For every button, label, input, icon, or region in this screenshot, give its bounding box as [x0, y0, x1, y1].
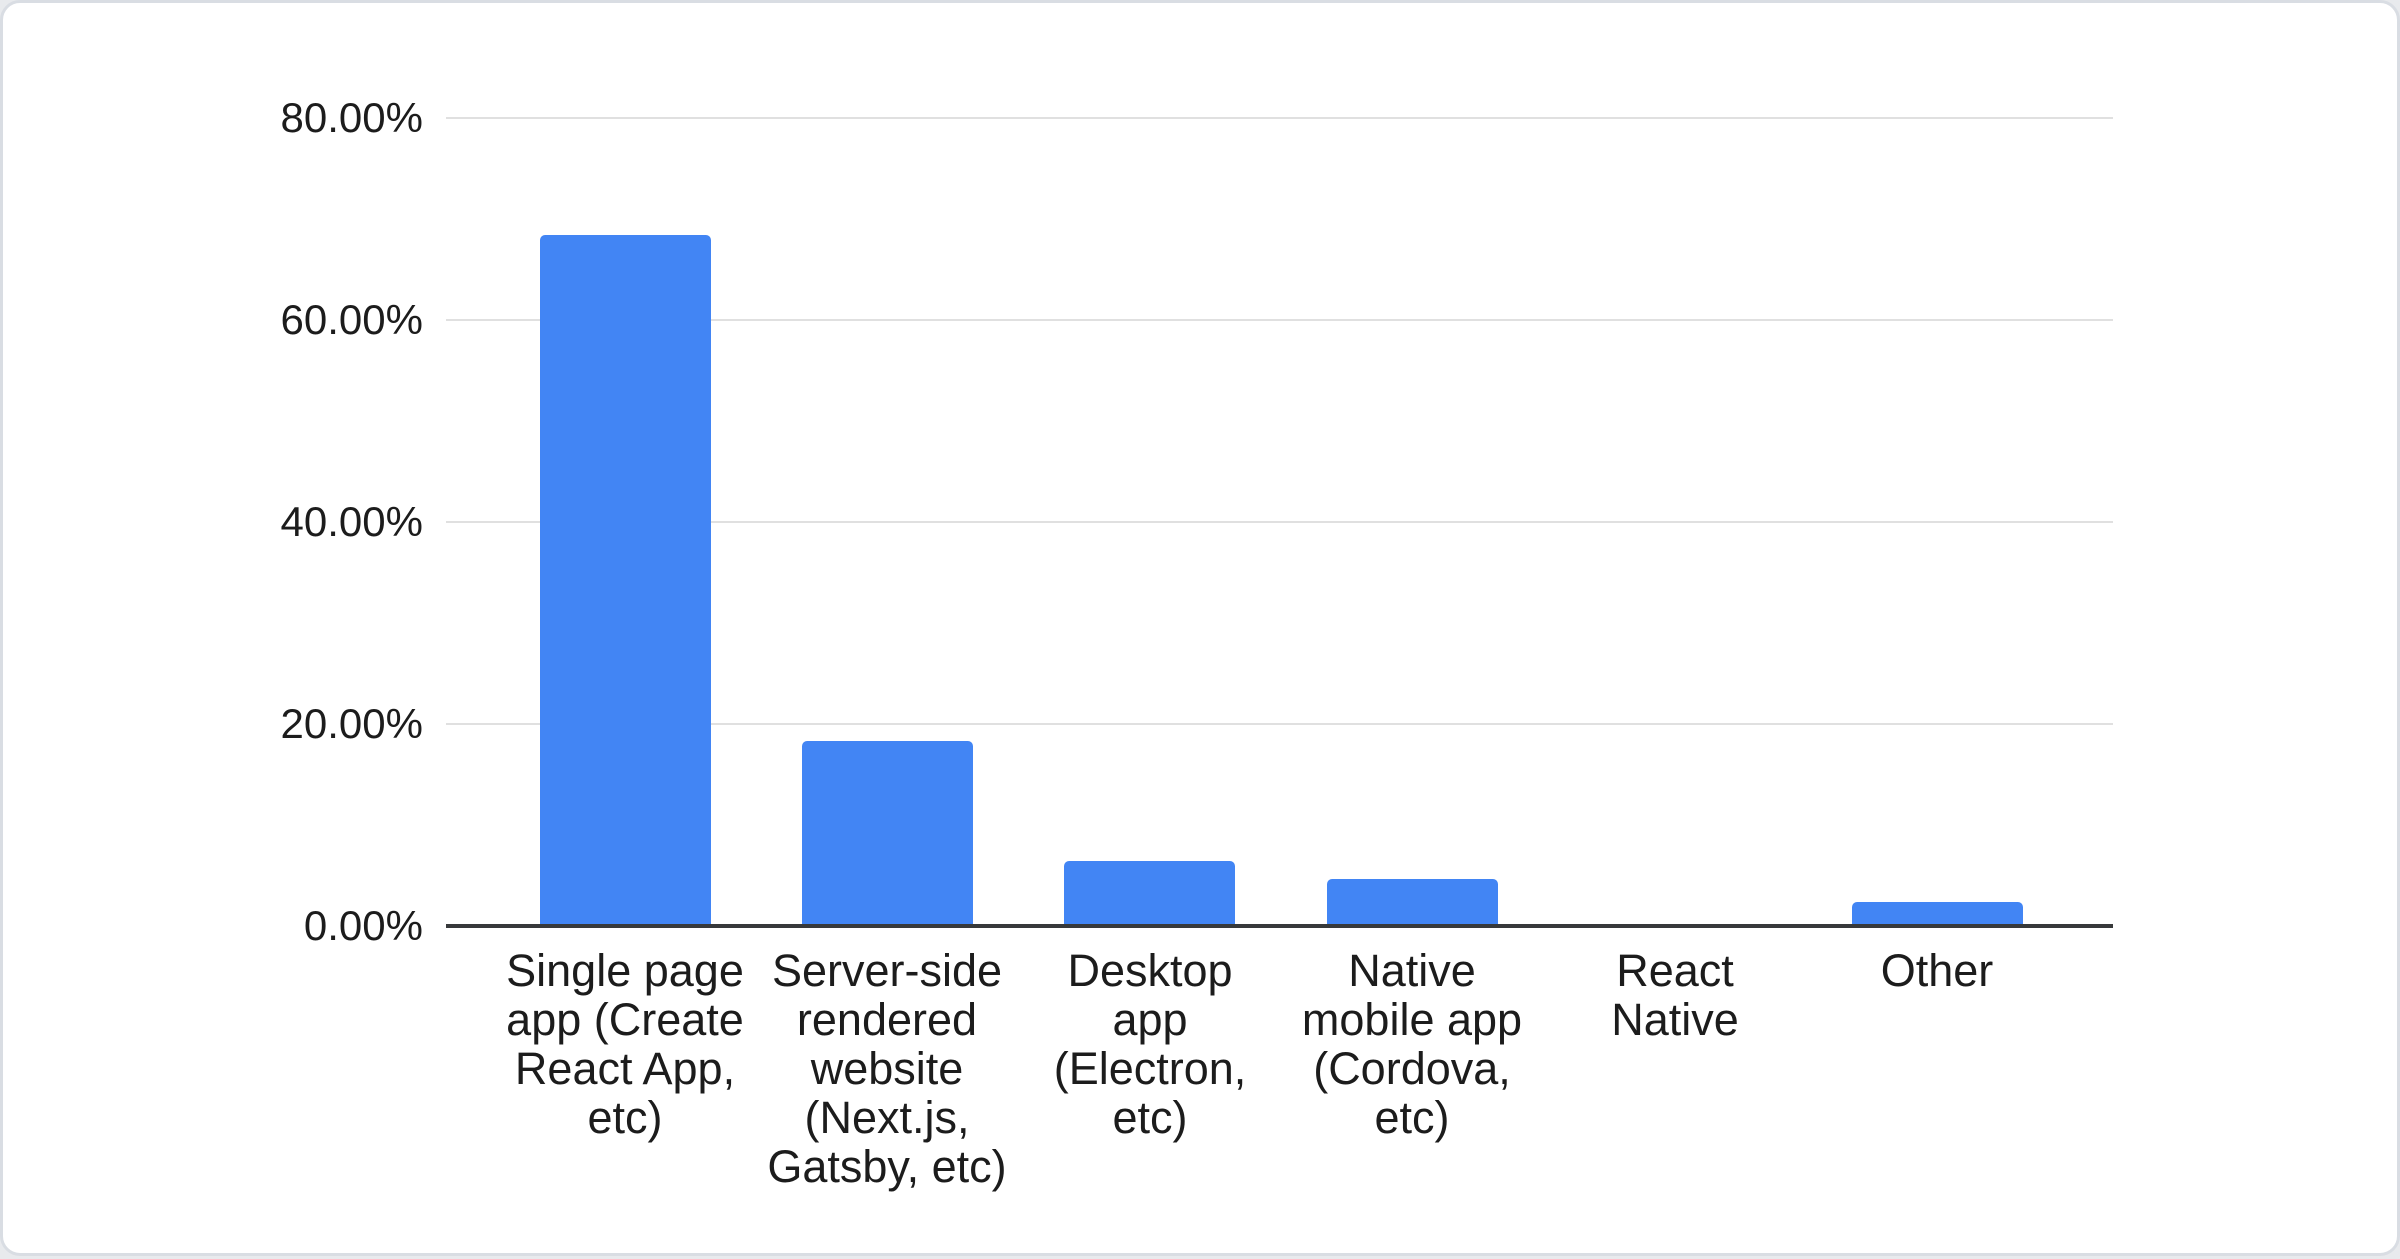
gridline-60 [446, 319, 2113, 321]
plot-area: 80.00% 60.00% 40.00% 20.00% 0.00% Single pag… [3, 3, 2400, 1259]
x-category-label: Single page app (Create React App, etc) [506, 945, 744, 1143]
gridline-80 [446, 117, 2113, 119]
x-category-label: Desktop app (Electron, etc) [1053, 945, 1247, 1143]
y-tick-label: 0.00% [303, 902, 423, 949]
y-tick-label: 60.00% [280, 296, 423, 343]
x-axis-line [446, 924, 2113, 928]
bar-single-page-app-create-react-app-etc [540, 235, 711, 926]
y-tick-label: 80.00% [280, 94, 423, 141]
y-tick-label: 40.00% [280, 498, 423, 545]
x-category-label: Server-side rendered website (Next.js, G… [767, 945, 1007, 1192]
x-category-label: React Native [1611, 945, 1739, 1045]
gridline-20 [446, 723, 2113, 725]
bar-native-mobile-app-cordova-etc [1327, 879, 1498, 926]
x-category-label: Other [1880, 945, 1994, 996]
y-tick-label: 20.00% [280, 700, 423, 747]
bar-server-side-rendered-website-next-js-gatsby-etc [802, 741, 973, 926]
bar-other [1852, 902, 2023, 926]
gridline-40 [446, 521, 2113, 523]
x-category-label: Native mobile app (Cordova, etc) [1301, 945, 1523, 1143]
bar-desktop-app-electron-etc [1064, 861, 1235, 926]
